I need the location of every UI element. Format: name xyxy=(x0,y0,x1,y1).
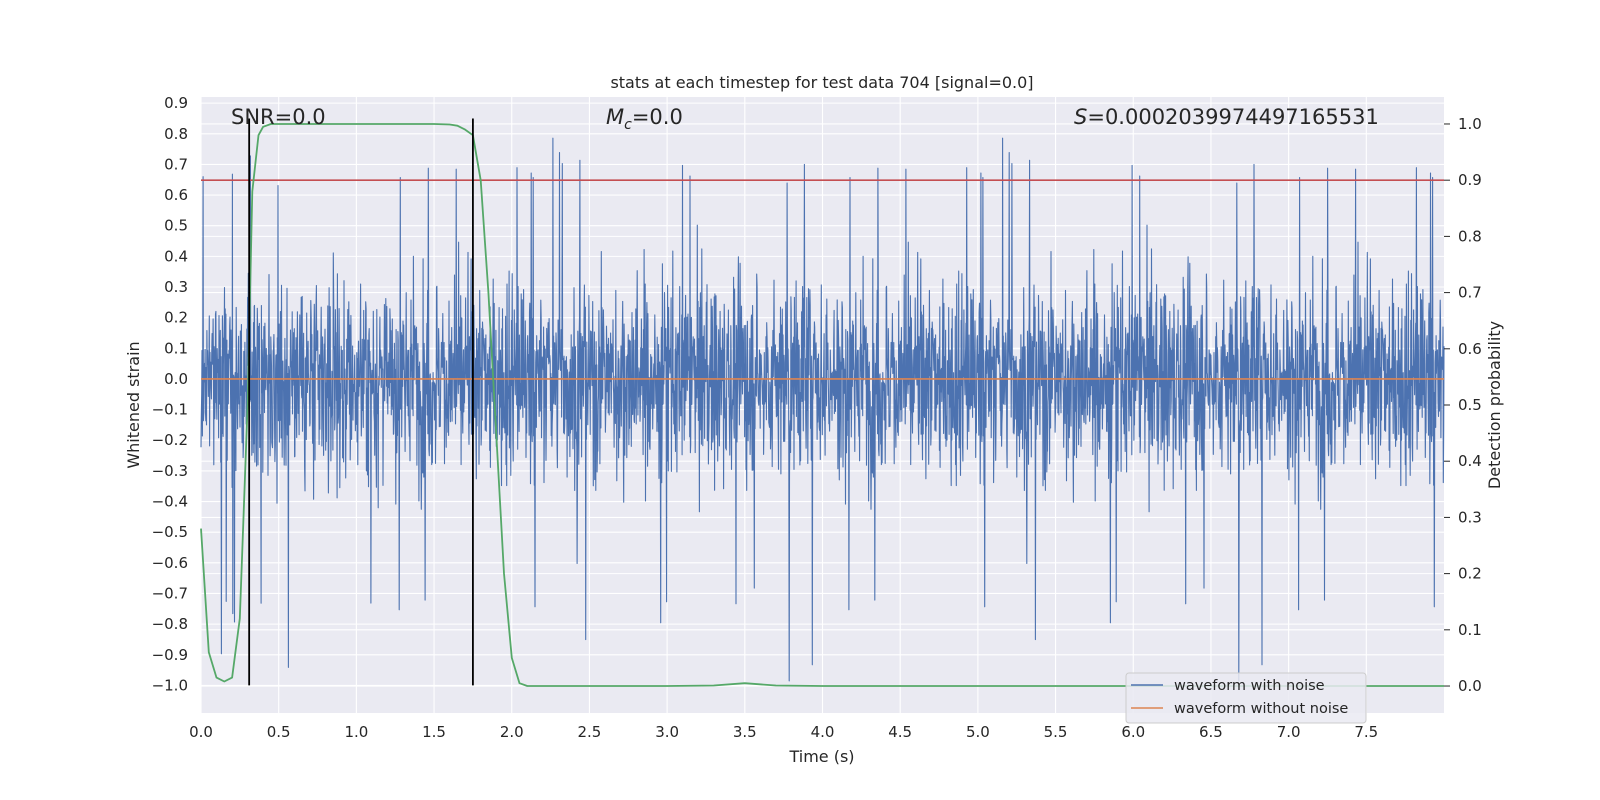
y-tick-label: 0.0 xyxy=(164,370,188,388)
x-tick-label: 2.5 xyxy=(578,723,602,741)
x-tick-label: 3.5 xyxy=(733,723,757,741)
y-tick-label: 0.7 xyxy=(164,155,188,173)
x-tick-label: 4.0 xyxy=(811,723,835,741)
s-symbol: S xyxy=(1074,105,1087,129)
y2-tick-label: 0.0 xyxy=(1458,677,1482,695)
x-tick-label: 2.0 xyxy=(500,723,524,741)
y-tick-label: −0.5 xyxy=(152,523,188,541)
s-value: =0.0002039974497165531 xyxy=(1087,105,1379,129)
y2-tick-label: 0.2 xyxy=(1458,565,1482,583)
y2-axis-label: Detection probability xyxy=(1485,321,1504,489)
y-tick-label: −1.0 xyxy=(152,676,188,694)
waveform-with-noise-line xyxy=(200,137,1445,682)
mc-subscript: c xyxy=(624,117,632,133)
y2-tick-label: 0.6 xyxy=(1458,340,1482,358)
x-tick-label: 5.5 xyxy=(1044,723,1068,741)
y2-tick-label: 0.3 xyxy=(1458,508,1482,526)
x-tick-label: 1.5 xyxy=(422,723,446,741)
y-tick-label: 0.2 xyxy=(164,309,188,327)
x-tick-label: 1.0 xyxy=(344,723,368,741)
y2-axis-ticks: 1.0 0.9 0.8 0.7 0.6 0.5 0.4 0.3 0.2 0.1 0.0 xyxy=(1444,115,1482,695)
x-tick-label: 0.0 xyxy=(189,723,213,741)
y-tick-label: 0.9 xyxy=(164,94,188,112)
y2-tick-label: 1.0 xyxy=(1458,115,1482,133)
y2-tick-label: 0.4 xyxy=(1458,452,1482,470)
y2-tick-label: 0.7 xyxy=(1458,284,1482,302)
waveform-with-noise-series xyxy=(200,137,1445,682)
y-tick-label: 0.3 xyxy=(164,278,188,296)
s-annotation: S=0.0002039974497165531 xyxy=(1074,105,1379,129)
y-tick-label: 0.4 xyxy=(164,247,188,265)
x-tick-label: 5.0 xyxy=(966,723,990,741)
detection-probability-line xyxy=(200,123,1444,687)
y-tick-label: −0.4 xyxy=(152,493,188,511)
x-tick-label: 7.0 xyxy=(1277,723,1301,741)
y2-tick-label: 0.5 xyxy=(1458,396,1482,414)
x-tick-label: 6.5 xyxy=(1199,723,1223,741)
chart-title: stats at each timestep for test data 704… xyxy=(610,73,1033,92)
x-tick-label: 3.0 xyxy=(655,723,679,741)
y-tick-label: −0.7 xyxy=(152,584,188,602)
y-axis-label: Whitened strain xyxy=(124,341,143,468)
y-tick-label: −0.2 xyxy=(152,431,188,449)
y-tick-label: 0.8 xyxy=(164,125,188,143)
y-axis-ticks: 0.9 0.8 0.7 0.6 0.5 0.4 0.3 0.2 0.1 0.0 −0.1 −0.2 −0… xyxy=(152,94,188,694)
mc-value: =0.0 xyxy=(632,105,683,129)
snr-annotation: SNR=0.0 xyxy=(231,105,326,129)
chirp-mass-annotation: Mc=0.0 xyxy=(606,105,683,133)
detection-probability-series xyxy=(200,123,1444,687)
mc-symbol: M xyxy=(606,105,624,129)
y-tick-label: 0.6 xyxy=(164,186,188,204)
y-tick-label: 0.5 xyxy=(164,217,188,235)
x-tick-label: 0.5 xyxy=(267,723,291,741)
x-axis-label: Time (s) xyxy=(788,747,854,766)
y-tick-label: −0.1 xyxy=(152,401,188,419)
y-tick-label: −0.6 xyxy=(152,554,188,572)
x-tick-label: 7.5 xyxy=(1354,723,1378,741)
legend: waveform with noise waveform without noi… xyxy=(1125,672,1367,724)
y-tick-label: −0.8 xyxy=(152,615,188,633)
y-tick-label: −0.9 xyxy=(152,646,188,664)
legend-label-clean: waveform without noise xyxy=(1174,701,1348,717)
legend-label-noisy: waveform with noise xyxy=(1174,678,1325,694)
x-tick-label: 4.5 xyxy=(888,723,912,741)
y2-tick-label: 0.9 xyxy=(1458,171,1482,189)
x-tick-label: 6.0 xyxy=(1121,723,1145,741)
y2-tick-label: 0.1 xyxy=(1458,621,1482,639)
legend-box xyxy=(1125,672,1367,724)
y2-tick-label: 0.8 xyxy=(1458,227,1482,245)
y-tick-label: −0.3 xyxy=(152,462,188,480)
vertical-markers xyxy=(248,118,474,686)
y-tick-label: 0.1 xyxy=(164,339,188,357)
x-axis-ticks: 0.0 0.5 1.0 1.5 2.0 2.5 3.0 3.5 4.0 4.5 5.0 5.5 6.0 6… xyxy=(189,723,1378,741)
